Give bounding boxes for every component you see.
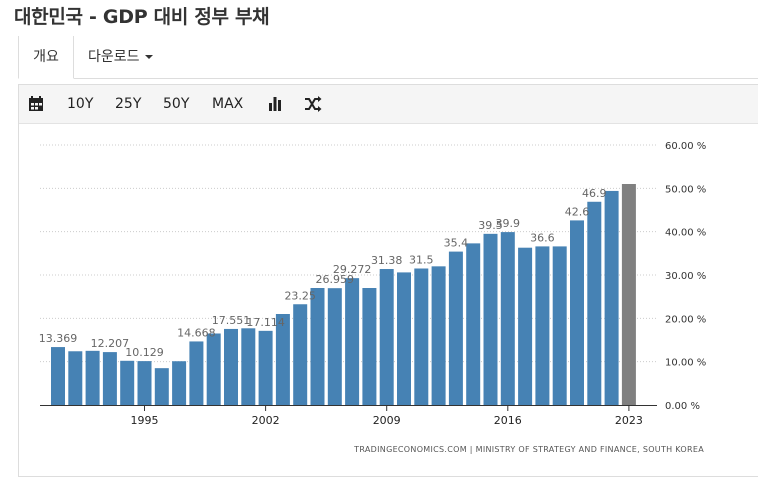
y-tick-label: 60.00 % [665,141,706,152]
bar [345,278,360,405]
bar [258,330,273,405]
range-max-button[interactable]: MAX [212,96,244,112]
bar [224,328,238,405]
data-label: 13.369 [39,332,78,345]
bar [379,269,394,405]
bar [68,351,83,405]
data-label: 39.5 [478,219,503,232]
bar [621,184,636,405]
caret-down-icon [144,55,153,59]
chart-toolbar: 10Y 25Y 50Y MAX [19,85,758,124]
bar [448,251,463,405]
data-label: 31.5 [409,254,434,267]
bar [293,304,308,405]
data-label: 29.272 [333,263,372,276]
tab-download[interactable]: 다운로드 [88,36,153,78]
bar [362,288,377,405]
y-tick-label: 50.00 % [665,184,706,195]
tab-overview[interactable]: 개요 [18,36,74,79]
data-label: 17.551 [212,314,251,327]
bar [85,350,100,405]
bar [102,352,117,405]
data-label: 10.129 [125,346,164,359]
data-label: 31.38 [371,254,403,267]
data-label: 36.6 [530,231,555,244]
data-label: 14.668 [177,326,216,339]
y-tick-label: 40.00 % [665,228,706,239]
bar [466,243,481,405]
bar [431,266,446,405]
x-tick-label: 2009 [373,414,401,427]
data-label: 23.25 [284,289,316,302]
y-tick-label: 30.00 % [665,271,706,282]
bar [414,268,429,405]
bar-chart-icon[interactable] [268,85,282,123]
data-label: 39.9 [496,217,521,230]
data-label: 12.207 [91,337,130,350]
y-tick-label: 10.00 % [665,358,706,369]
range-25y-button[interactable]: 25Y [115,96,142,112]
y-tick-label: 20.00 % [665,314,706,325]
bar [604,190,619,405]
x-tick-label: 1995 [131,414,159,427]
bar [206,333,221,405]
bar [587,201,602,405]
bar [310,288,325,405]
bar [241,328,256,405]
data-label: 26.959 [316,273,355,286]
x-tick-label: 2016 [494,414,522,427]
bar [500,232,515,405]
x-tick-label: 2023 [615,414,643,427]
range-10y-button[interactable]: 10Y [67,96,94,112]
data-label: 46.9 [582,187,607,200]
bar [51,347,65,405]
bar [137,361,152,405]
bar [120,360,135,405]
bar [518,247,533,405]
bar [172,361,187,405]
bar [535,246,550,405]
bar [189,341,204,405]
bar [397,272,411,405]
bar [275,314,290,405]
range-50y-button[interactable]: 50Y [163,96,190,112]
calendar-icon[interactable] [28,85,44,123]
bar [483,233,498,405]
shuffle-icon[interactable] [304,85,322,123]
data-label: 17.114 [246,316,285,329]
source-credit: TRADINGECONOMICS.COM | MINISTRY OF STRAT… [354,445,704,454]
y-tick-label: 0.00 % [665,401,700,412]
bar [327,288,342,405]
page-title: 대한민국 - GDP 대비 정부 부채 [14,6,270,28]
bar [552,246,567,405]
tab-download-label: 다운로드 [88,49,140,65]
data-label: 35.4 [444,237,469,250]
tab-bar: 개요 다운로드 [18,36,758,79]
x-tick-label: 2002 [252,414,280,427]
data-label: 42.6 [565,205,590,218]
bar [570,220,584,405]
bar [154,368,169,405]
